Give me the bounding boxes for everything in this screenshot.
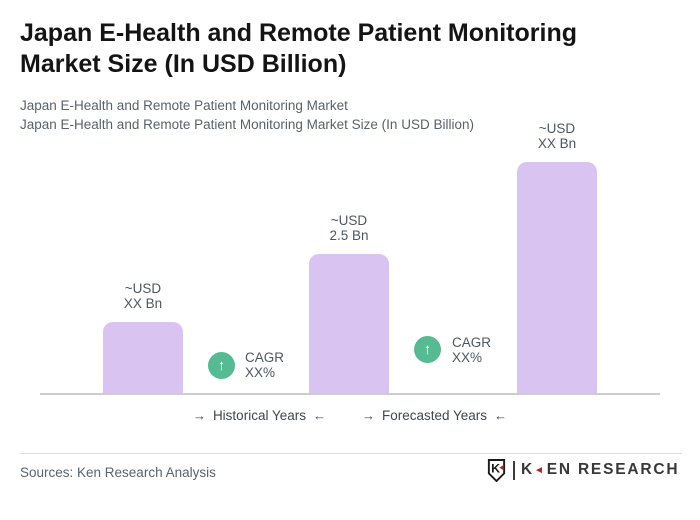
bar-forecast xyxy=(517,162,597,393)
logo-divider xyxy=(513,460,515,480)
sources-text: Sources: Ken Research Analysis xyxy=(20,465,216,480)
up-arrow-icon: ↑ xyxy=(217,357,226,374)
ken-research-wordmark: K ◄ EN RESEARCH xyxy=(521,461,680,478)
cagr-label: CAGR XX% xyxy=(245,350,285,380)
chart-subtitle-line-1: Japan E-Health and Remote Patient Monito… xyxy=(20,98,348,113)
cagr-badge: ↑ xyxy=(414,336,441,363)
bar-value-label: ~USD XX Bn xyxy=(123,281,163,311)
chart-subtitle: Japan E-Health and Remote Patient Monito… xyxy=(20,96,474,134)
right-arrow-icon: → xyxy=(361,408,375,423)
red-triangle-icon: ◄ xyxy=(534,464,546,476)
bar-current xyxy=(309,254,389,393)
axis-label-historical: → Historical Years ← xyxy=(192,408,326,423)
ken-research-shield-icon: K xyxy=(487,458,506,482)
page-title: Japan E-Health and Remote Patient Monito… xyxy=(20,19,577,78)
left-arrow-icon: ← xyxy=(312,408,326,423)
axis-label-forecasted: → Forecasted Years ← xyxy=(361,408,508,423)
svg-text:K: K xyxy=(491,461,500,475)
left-arrow-icon: ← xyxy=(494,408,508,423)
x-axis-baseline xyxy=(40,393,660,395)
up-arrow-icon: ↑ xyxy=(423,341,432,358)
cagr-badge: ↑ xyxy=(208,352,235,379)
bar-historical xyxy=(103,322,183,393)
chart-subtitle-line-2: Japan E-Health and Remote Patient Monito… xyxy=(20,117,474,132)
x-axis-labels: → Historical Years ← → Forecasted Years … xyxy=(0,408,700,423)
footer-divider xyxy=(20,453,682,454)
right-arrow-icon: → xyxy=(192,408,206,423)
bar-value-label: ~USD XX Bn xyxy=(537,121,577,151)
ken-research-logo: K K ◄ EN RESEARCH xyxy=(486,458,679,482)
bar-value-label: ~USD 2.5 Bn xyxy=(329,213,369,243)
cagr-label: CAGR XX% xyxy=(452,335,492,365)
